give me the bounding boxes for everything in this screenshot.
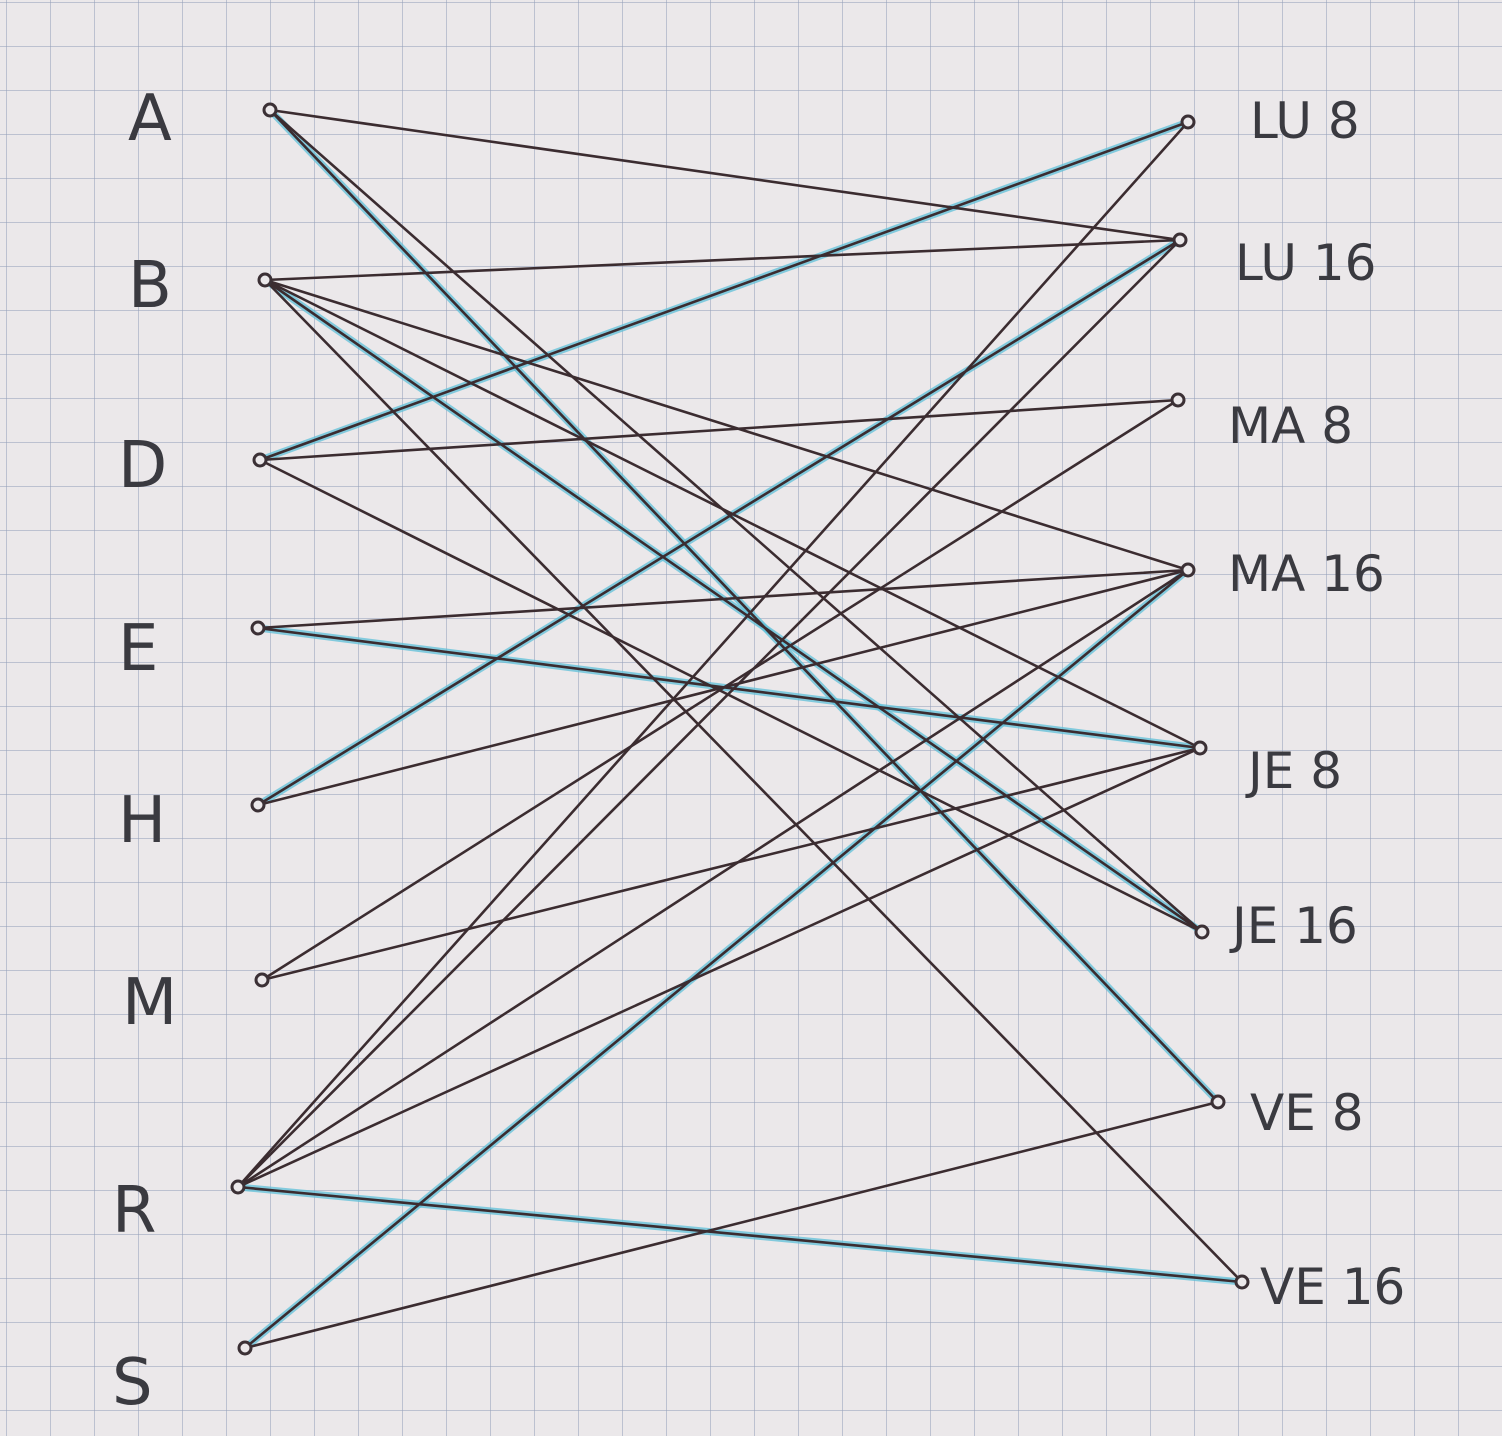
left-label-r: R bbox=[112, 1174, 156, 1248]
edge-r-je8 bbox=[236, 746, 1202, 1189]
left-label-s: S bbox=[112, 1346, 153, 1420]
node-ma16 bbox=[1180, 562, 1196, 578]
edge-a-ve8 bbox=[268, 108, 1220, 1104]
edge-s-ve8 bbox=[243, 1100, 1220, 1350]
edge-r-lu8 bbox=[236, 120, 1190, 1189]
right-label-ve16: VE 16 bbox=[1260, 1258, 1405, 1316]
edge-r-lu16 bbox=[236, 238, 1182, 1189]
edge-d-je16 bbox=[258, 458, 1204, 934]
left-label-a: A bbox=[128, 82, 172, 156]
edge-s-ma16 bbox=[243, 568, 1190, 1350]
edge-b-lu16 bbox=[263, 238, 1182, 282]
left-label-e: E bbox=[118, 612, 158, 686]
edge-h-lu16 bbox=[256, 238, 1182, 807]
edge-e-je8 bbox=[256, 626, 1202, 750]
node-e bbox=[250, 620, 266, 636]
left-label-h: H bbox=[118, 784, 166, 858]
node-lu8 bbox=[1180, 114, 1196, 130]
edge-m-je8 bbox=[260, 746, 1202, 982]
node-a bbox=[262, 102, 278, 118]
edge-a-lu16 bbox=[268, 108, 1182, 242]
right-label-ma16: MA 16 bbox=[1228, 545, 1385, 603]
right-label-ve8: VE 8 bbox=[1250, 1084, 1364, 1142]
right-label-je8: JE 8 bbox=[1245, 742, 1342, 800]
edge-e-ma16 bbox=[256, 568, 1190, 630]
node-ve16 bbox=[1234, 1274, 1250, 1290]
node-ve8 bbox=[1210, 1094, 1226, 1110]
right-label-lu8: LU 8 bbox=[1250, 92, 1360, 150]
edge-r-ve16 bbox=[236, 1185, 1244, 1284]
left-label-m: M bbox=[122, 966, 177, 1040]
right-label-je16: JE 16 bbox=[1229, 897, 1358, 955]
labels: A B D E H M R S LU 8 LU 16 MA 8 MA 16 JE 8 JE 16 VE 8 V… bbox=[112, 82, 1405, 1420]
node-d bbox=[252, 452, 268, 468]
node-je16 bbox=[1194, 924, 1210, 940]
left-label-b: B bbox=[128, 249, 172, 323]
node-m bbox=[254, 972, 270, 988]
node-r bbox=[230, 1179, 246, 1195]
node-je8 bbox=[1192, 740, 1208, 756]
edge-d-lu8 bbox=[258, 120, 1190, 462]
edge-r-ma16 bbox=[236, 568, 1190, 1189]
node-b bbox=[257, 272, 273, 288]
edge-b-je16 bbox=[263, 278, 1204, 934]
edge-m-ma8 bbox=[260, 398, 1180, 982]
node-ma8 bbox=[1170, 392, 1186, 408]
left-label-d: D bbox=[118, 429, 167, 503]
edge-b-ma16 bbox=[263, 278, 1190, 572]
nodes bbox=[230, 102, 1250, 1356]
node-lu16 bbox=[1172, 232, 1188, 248]
right-label-ma8: MA 8 bbox=[1228, 397, 1353, 455]
edge-d-ma8 bbox=[258, 398, 1180, 462]
node-h bbox=[250, 797, 266, 813]
node-s bbox=[237, 1340, 253, 1356]
edge-a-je16 bbox=[268, 108, 1204, 934]
right-label-lu16: LU 16 bbox=[1235, 234, 1376, 292]
edge-b-ve16 bbox=[263, 278, 1244, 1284]
edges bbox=[236, 108, 1244, 1350]
